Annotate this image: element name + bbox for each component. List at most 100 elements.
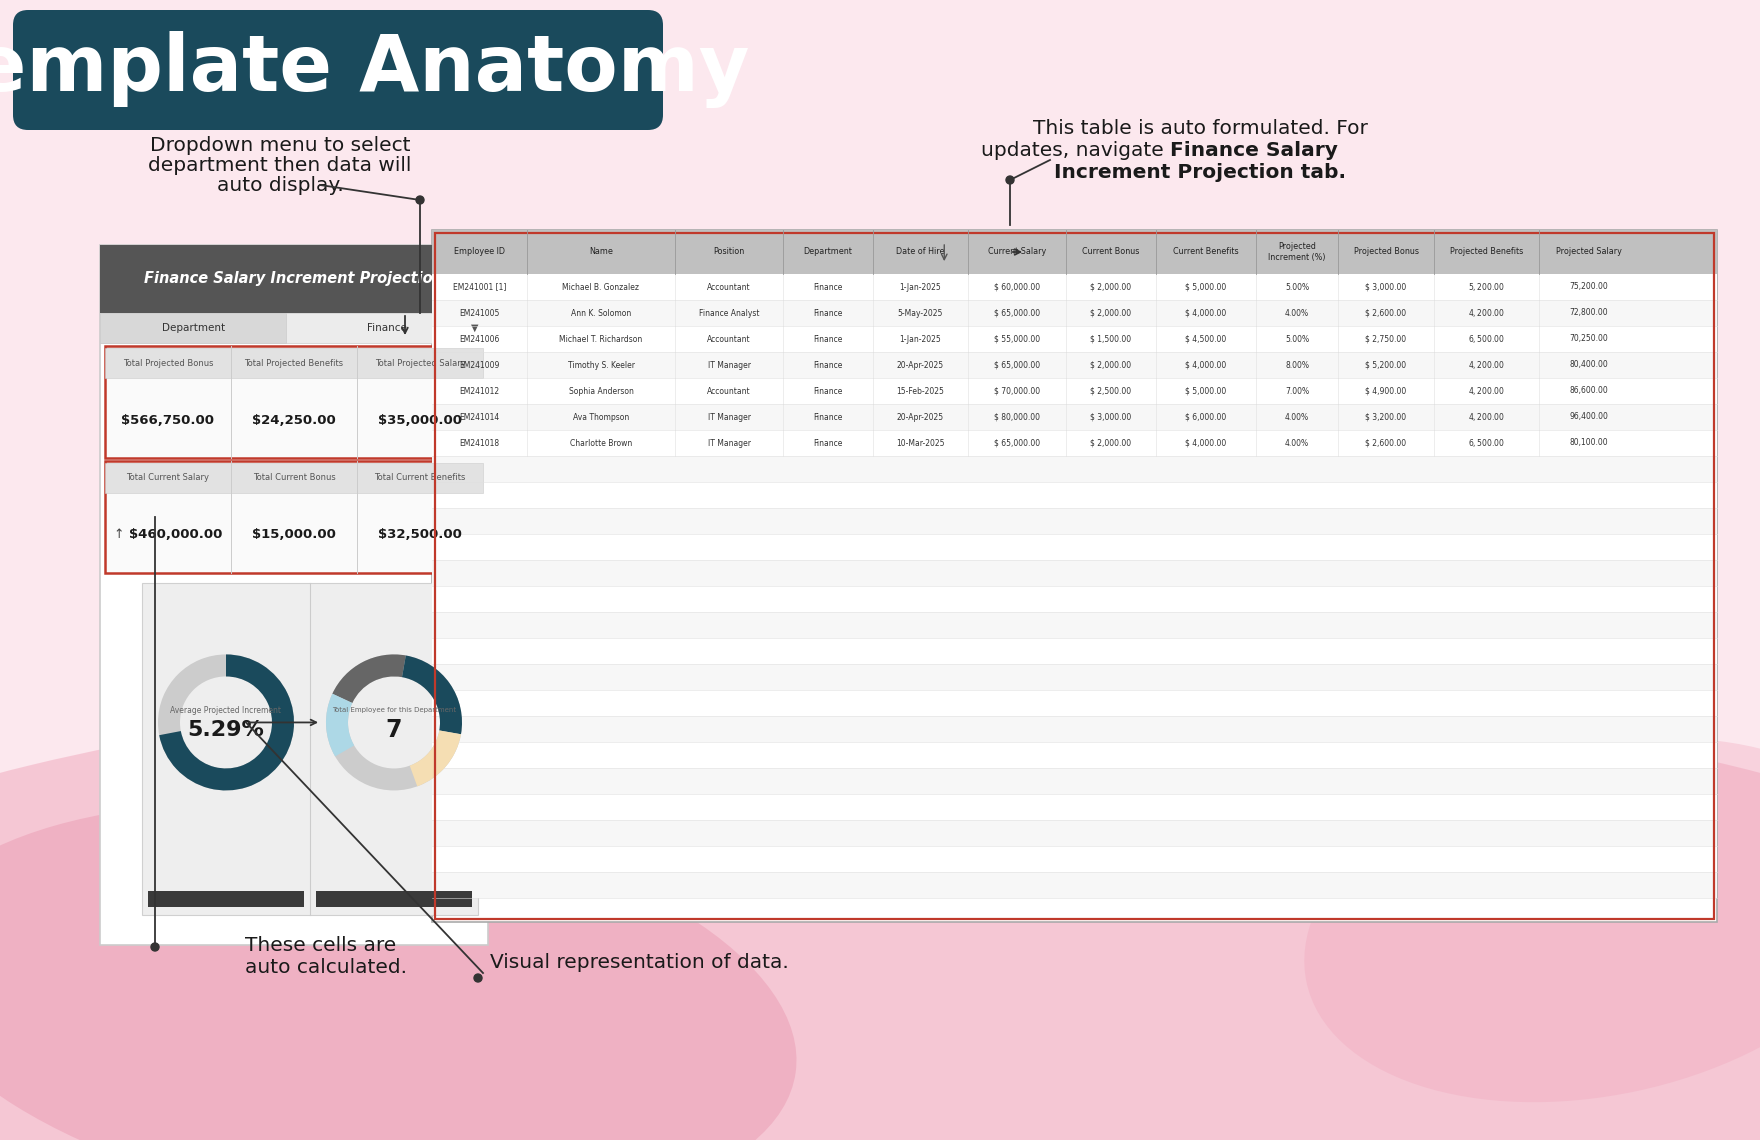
Bar	[106, 461, 482, 573]
Text: Employee ID: Employee ID	[454, 247, 505, 256]
FancyBboxPatch shape	[12, 10, 664, 130]
Text: 80,400.00: 80,400.00	[1570, 360, 1609, 369]
Bar	[431, 230, 1718, 922]
Bar	[317, 891, 472, 907]
Text: Average Projected Increment: Average Projected Increment	[171, 706, 282, 715]
Text: EM241005: EM241005	[459, 309, 500, 318]
Text: Charlotte Brown: Charlotte Brown	[570, 439, 632, 448]
Text: 1-Jan-2025: 1-Jan-2025	[899, 334, 942, 343]
Text: $35,000.00: $35,000.00	[378, 414, 461, 426]
Bar	[431, 534, 1718, 560]
Text: $ 6,500.00 $: $ 6,500.00 $	[1468, 437, 1505, 449]
Text: 5.00%: 5.00%	[1285, 283, 1309, 292]
Text: $ 4,200.00 $: $ 4,200.00 $	[1468, 359, 1505, 371]
Text: 8.00%: 8.00%	[1285, 360, 1309, 369]
Bar	[231, 348, 357, 378]
Bar	[106, 348, 231, 378]
Bar	[431, 612, 1718, 638]
Text: $ 4,000.00: $ 4,000.00	[1186, 360, 1227, 369]
Text: Current Salary: Current Salary	[987, 247, 1045, 256]
Ellipse shape	[0, 679, 1760, 1140]
Text: EM241006: EM241006	[459, 334, 500, 343]
Text: $ 4,200.00 $: $ 4,200.00 $	[1468, 385, 1505, 397]
Text: Finance Salary Increment Projection: Finance Salary Increment Projection	[144, 271, 444, 286]
Text: Total Employee for this Department: Total Employee for this Department	[333, 708, 456, 714]
Bar	[100, 314, 488, 343]
Text: $ 5,000.00: $ 5,000.00	[1186, 283, 1227, 292]
Text: Accountant: Accountant	[708, 386, 752, 396]
Circle shape	[151, 943, 158, 951]
Text: $ 4,000.00: $ 4,000.00	[1186, 439, 1227, 448]
Text: Finance Salary: Finance Salary	[1170, 141, 1338, 160]
Circle shape	[415, 196, 424, 204]
Bar	[106, 347, 482, 458]
Text: 80,100.00: 80,100.00	[1570, 439, 1609, 448]
Text: Finance: Finance	[813, 309, 843, 318]
Bar	[431, 768, 1718, 793]
Bar	[431, 352, 1718, 378]
Bar	[143, 583, 479, 915]
Bar	[431, 742, 1718, 768]
Text: Projected Bonus: Projected Bonus	[1353, 247, 1419, 256]
Text: 5.00%: 5.00%	[1285, 334, 1309, 343]
Bar	[431, 230, 1718, 274]
Bar	[100, 245, 488, 945]
Text: Visual representation of data.: Visual representation of data.	[489, 953, 788, 972]
Text: $ 2,000.00: $ 2,000.00	[1091, 309, 1132, 318]
Text: Total Projected Salary: Total Projected Salary	[375, 358, 465, 367]
Text: 86,600.00: 86,600.00	[1570, 386, 1609, 396]
Bar	[431, 560, 1718, 586]
Bar	[431, 482, 1718, 508]
Text: department then data will: department then data will	[148, 156, 412, 176]
Text: $ 3,200.00: $ 3,200.00	[1366, 413, 1406, 422]
Text: $460,000.00: $460,000.00	[128, 529, 224, 542]
Text: $ 65,000.00: $ 65,000.00	[994, 439, 1040, 448]
Bar	[435, 233, 1714, 919]
Text: Projected Salary: Projected Salary	[1556, 247, 1621, 256]
Text: 20-Apr-2025: 20-Apr-2025	[898, 413, 943, 422]
Text: Ava Thompson: Ava Thompson	[572, 413, 628, 422]
Text: $ 2,600.00: $ 2,600.00	[1366, 309, 1406, 318]
Bar	[357, 463, 482, 492]
Bar	[431, 638, 1718, 663]
Text: Finance: Finance	[813, 439, 843, 448]
Text: Current Benefits: Current Benefits	[1174, 247, 1239, 256]
Text: 7: 7	[385, 718, 403, 742]
Text: ▼: ▼	[470, 323, 479, 333]
Text: Michael T. Richardson: Michael T. Richardson	[560, 334, 642, 343]
Text: $ 2,000.00: $ 2,000.00	[1091, 439, 1132, 448]
Ellipse shape	[1304, 738, 1760, 1102]
Bar	[431, 820, 1718, 846]
Text: 4.00%: 4.00%	[1285, 439, 1309, 448]
Text: $ 5,200.00 $: $ 5,200.00 $	[1468, 280, 1505, 293]
Text: 75,200.00: 75,200.00	[1570, 283, 1609, 292]
Text: Finance: Finance	[813, 360, 843, 369]
Wedge shape	[158, 654, 294, 790]
Text: Increment Projection tab.: Increment Projection tab.	[1054, 163, 1346, 182]
Bar	[431, 456, 1718, 482]
Bar	[106, 463, 231, 492]
Text: $ 5,000.00: $ 5,000.00	[1186, 386, 1227, 396]
Text: 1-Jan-2025: 1-Jan-2025	[899, 283, 942, 292]
Text: Accountant: Accountant	[708, 283, 752, 292]
Wedge shape	[326, 694, 354, 757]
Text: Finance: Finance	[813, 283, 843, 292]
Bar	[431, 716, 1718, 742]
Text: These cells are: These cells are	[245, 936, 396, 955]
Text: $ 3,000.00: $ 3,000.00	[1366, 283, 1406, 292]
Wedge shape	[401, 656, 461, 734]
Text: EM241018: EM241018	[459, 439, 500, 448]
Text: $ 4,200.00 $: $ 4,200.00 $	[1468, 307, 1505, 319]
Bar	[431, 793, 1718, 820]
Text: $32,500.00: $32,500.00	[378, 529, 461, 542]
Bar	[148, 891, 304, 907]
Text: $15,000.00: $15,000.00	[252, 529, 336, 542]
Text: Timothy S. Keeler: Timothy S. Keeler	[567, 360, 635, 369]
Bar	[431, 430, 1718, 456]
Text: $ 2,000.00: $ 2,000.00	[1091, 283, 1132, 292]
Text: Total Current Salary: Total Current Salary	[127, 473, 209, 482]
Text: EM241012: EM241012	[459, 386, 500, 396]
Text: $ 6,500.00 $: $ 6,500.00 $	[1468, 333, 1505, 345]
Text: $ 5,200.00: $ 5,200.00	[1366, 360, 1406, 369]
Text: $ 6,000.00: $ 6,000.00	[1186, 413, 1227, 422]
